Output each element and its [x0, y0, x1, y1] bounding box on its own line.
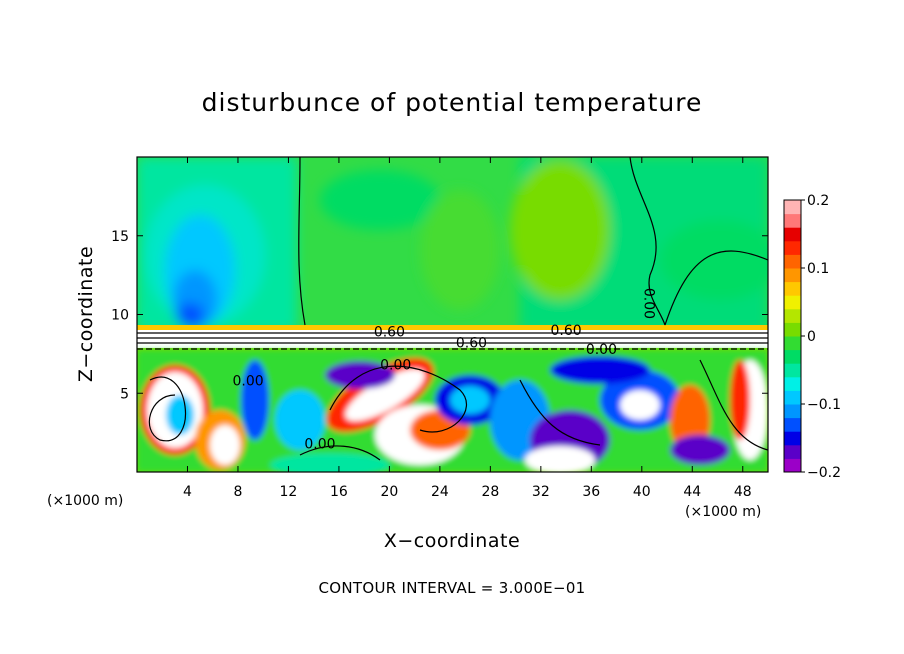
colorbar-swatch	[784, 240, 801, 255]
y-axis-label: Z−coordinate	[75, 246, 97, 382]
colorbar-swatch	[784, 431, 801, 446]
colorbar-swatch	[784, 213, 801, 228]
x-tick-label: 48	[734, 484, 752, 500]
x-axis: 4 8 12 16 20 24 28 32 36 40 44 48	[183, 157, 752, 500]
chart-title: disturbunce of potential temperature	[202, 88, 703, 117]
contour-label: 0.60	[456, 336, 487, 352]
colorbar-swatch	[784, 349, 801, 364]
x-tick-label: 40	[633, 484, 651, 500]
contour-label: 0.60	[374, 325, 405, 341]
contour-interval-note: CONTOUR INTERVAL = 3.000E−01	[318, 579, 585, 597]
contour-label: 0.00	[640, 288, 656, 319]
contour-label: 0.00	[304, 436, 335, 452]
x-tick-label: 28	[481, 484, 499, 500]
y-tick-label: 10	[111, 308, 129, 324]
colorbar-swatch	[784, 444, 801, 459]
colorbar-swatch	[784, 376, 801, 391]
x-axis-label: X−coordinate	[384, 530, 520, 552]
x-tick-label: 12	[280, 484, 298, 500]
colorbar-swatch	[784, 227, 801, 242]
colorbar-swatch	[784, 268, 801, 283]
colorbar-swatch	[784, 363, 801, 378]
x-tick-label: 36	[582, 484, 600, 500]
colorbar-swatch	[784, 336, 801, 351]
colorbar-tick-label: −0.2	[807, 465, 841, 481]
x-tick-label: 4	[183, 484, 192, 500]
x-tick-label: 44	[683, 484, 701, 500]
x-tick-label: 32	[532, 484, 550, 500]
x-unit-label-left: (×1000 m)	[47, 493, 123, 509]
colorbar-swatch	[784, 404, 801, 419]
colorbar-tick-label: 0.2	[807, 193, 829, 209]
contour-label: 0.00	[232, 373, 263, 389]
colorbar-swatch	[784, 281, 801, 296]
colorbar-swatch	[784, 322, 801, 337]
colorbar-swatch	[784, 254, 801, 269]
contour-label: 0.60	[550, 323, 581, 339]
x-tick-label: 24	[431, 484, 449, 500]
y-tick-label: 15	[111, 229, 129, 245]
y-tick-label: 5	[120, 386, 129, 402]
x-tick-label: 8	[233, 484, 242, 500]
colorbar-swatch	[784, 200, 801, 215]
colorbar-tick-label: 0	[807, 329, 816, 345]
heatmap-field	[137, 157, 768, 472]
x-tick-label: 16	[330, 484, 348, 500]
colorbar-swatch	[784, 308, 801, 323]
contour-labels: 0.60 0.60 0.60 0.00 0.00 0.00 0.00 0.00	[232, 288, 656, 452]
colorbar-swatch	[784, 417, 801, 432]
x-tick-label: 20	[380, 484, 398, 500]
contour-label: 0.00	[380, 358, 411, 374]
contour-label: 0.00	[586, 342, 617, 358]
colorbar: 0.2 0.1 0 −0.1 −0.2	[783, 193, 841, 481]
y-axis: 5 10 15	[111, 229, 768, 402]
x-unit-label-right: (×1000 m)	[685, 504, 761, 520]
colorbar-swatch	[784, 295, 801, 310]
colorbar-tick-label: −0.1	[807, 397, 841, 413]
colorbar-swatch	[784, 458, 801, 473]
colorbar-swatch	[784, 390, 801, 405]
colorbar-tick-label: 0.1	[807, 261, 829, 277]
